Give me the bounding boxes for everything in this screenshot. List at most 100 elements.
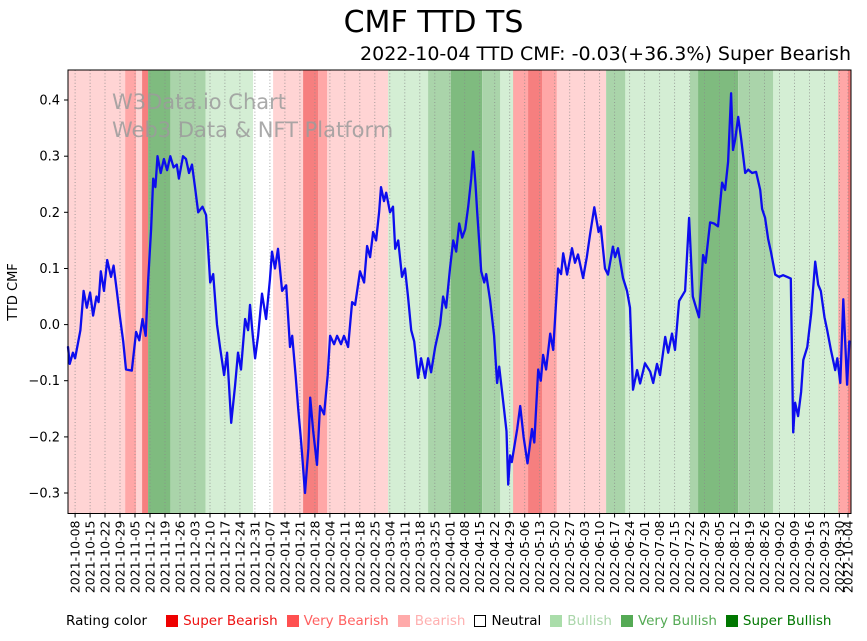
x-tick-label: 2022-04-29 (502, 520, 517, 593)
legend-item-very-bearish: Very Bearish (286, 613, 389, 629)
plot-frame (67, 69, 852, 514)
rating-band-bullish (205, 70, 254, 514)
x-tick-label: 2022-08-05 (712, 521, 727, 594)
rating-band-very_bearish (513, 70, 529, 514)
legend-label: Neutral (491, 613, 542, 629)
rating-band-super_bearish (303, 70, 319, 514)
x-tick-label: 2022-03-18 (412, 520, 427, 593)
x-tick-label: 2022-09-16 (802, 520, 817, 593)
x-tick-label: 2022-02-11 (337, 521, 352, 594)
legend-item-super-bullish: Super Bullish (725, 613, 832, 629)
legend-swatch-icon (620, 615, 633, 627)
legend-label: Very Bearish (303, 613, 389, 629)
legend-label: Super Bearish (183, 613, 278, 629)
x-tick-label: 2022-04-15 (472, 521, 487, 594)
cmf-series-line (66, 92, 851, 495)
rating-band-bullish (773, 70, 839, 514)
y-tick-label: 0.2 (39, 206, 60, 221)
x-tick-label: 2021-11-05 (128, 521, 143, 594)
x-tick-label: 2022-04-01 (442, 521, 457, 594)
y-tick-label: 0.4 (39, 94, 60, 109)
x-tick-label: 2022-02-25 (367, 521, 382, 594)
rating-band-super_bearish (142, 70, 149, 514)
rating-band-very_bullish (482, 70, 501, 514)
x-tick-label: 2022-02-04 (322, 520, 337, 593)
y-tick-label: −0.3 (28, 487, 60, 502)
x-tick-label: 2022-01-14 (277, 520, 292, 593)
x-tick-label: 2022-08-12 (727, 521, 742, 594)
x-tick-label: 2022-07-08 (652, 520, 667, 593)
x-tick-label: 2022-10-04 (841, 520, 856, 593)
rating-band-bearish (273, 70, 304, 514)
x-tick-label: 2021-11-12 (143, 521, 158, 594)
x-tick-label: 2022-03-04 (382, 520, 397, 593)
x-tick-label: 2022-05-20 (547, 520, 562, 593)
x-tick-label: 2021-12-03 (188, 521, 203, 594)
x-tick-label: 2022-09-09 (787, 520, 802, 593)
rating-band-bearish (136, 70, 143, 514)
rating-legend: Rating color Super Bearish Very Bearish Be… (66, 613, 831, 629)
x-tick-label: 2021-11-26 (173, 520, 188, 593)
rating-band-neutral (253, 70, 274, 514)
x-tick-label: 2022-01-07 (262, 521, 277, 594)
legend-swatch-icon (397, 615, 410, 627)
x-tick-label: 2022-09-30 (832, 520, 847, 593)
x-tick-label: 2021-12-17 (217, 521, 232, 594)
x-tick-label: 2021-12-24 (232, 520, 247, 593)
legend-label: Very Bullish (637, 613, 717, 629)
y-tick-label: 0.3 (39, 150, 60, 165)
rating-band-very_bearish (125, 70, 137, 514)
x-tick-label: 2022-09-23 (817, 521, 832, 594)
rating-band-very_bullish (606, 70, 626, 514)
legend-label: Bearish (414, 613, 466, 629)
x-tick-label: 2021-12-31 (247, 521, 262, 594)
x-tick-label: 2022-01-28 (307, 520, 322, 593)
x-tick-label: 2022-05-06 (517, 520, 532, 593)
x-tick-label: 2022-01-21 (292, 521, 307, 594)
x-tick-label: 2022-06-24 (622, 520, 637, 593)
x-tick-label: 2022-07-01 (637, 521, 652, 594)
x-tick-label: 2021-10-08 (68, 520, 83, 593)
x-tick-label: 2022-08-26 (757, 520, 772, 593)
x-tick-label: 2021-12-10 (203, 520, 218, 593)
x-tick-label: 2022-05-27 (562, 521, 577, 594)
x-tick-label: 2022-06-03 (577, 521, 592, 594)
rating-band-super_bullish (148, 70, 171, 514)
legend-item-bearish: Bearish (397, 613, 466, 629)
x-tick-label: 2021-10-29 (113, 520, 128, 593)
x-tick-label: 2022-03-11 (397, 521, 412, 594)
x-tick-label: 2022-07-29 (697, 520, 712, 593)
legend-item-neutral: Neutral (474, 613, 541, 629)
legend-swatch-icon (166, 615, 179, 627)
y-tick-label: −0.2 (28, 430, 60, 445)
x-tick-label: 2022-04-08 (457, 520, 472, 593)
rating-band-very_bearish (542, 70, 557, 514)
rating-band-bullish (625, 70, 690, 514)
x-tick-label: 2022-05-13 (532, 521, 547, 594)
legend-label: Bullish (567, 613, 612, 629)
legend-title: Rating color (66, 613, 148, 629)
x-tick-label: 2022-02-18 (352, 520, 367, 593)
legend-item-very-bullish: Very Bullish (620, 613, 717, 629)
rating-band-very_bearish (838, 70, 848, 514)
x-tick-label: 2022-06-10 (592, 520, 607, 593)
chart-subtitle: 2022-10-04 TTD CMF: -0.03(+36.3%) Super … (360, 43, 851, 65)
x-tick-label: 2021-10-15 (83, 521, 98, 594)
rating-band-super_bearish (848, 70, 851, 514)
x-tick-label: 2022-09-02 (772, 521, 787, 594)
y-tick-label: 0.1 (39, 262, 60, 277)
y-tick-label: −0.1 (28, 374, 60, 389)
x-tick-label: 2021-11-19 (158, 520, 173, 593)
legend-item-bullish: Bullish (550, 613, 612, 629)
x-tick-label: 2022-08-19 (742, 520, 757, 593)
legend-swatch-icon (550, 615, 563, 627)
legend-swatch-icon (725, 615, 738, 627)
x-tick-label: 2022-03-25 (427, 521, 442, 594)
rating-band-bearish (556, 70, 606, 514)
rating-band-very_bullish (170, 70, 206, 514)
legend-label: Super Bullish (742, 613, 832, 629)
rating-band-very_bullish (428, 70, 451, 514)
chart-title: CMF TTD TS (343, 5, 524, 40)
